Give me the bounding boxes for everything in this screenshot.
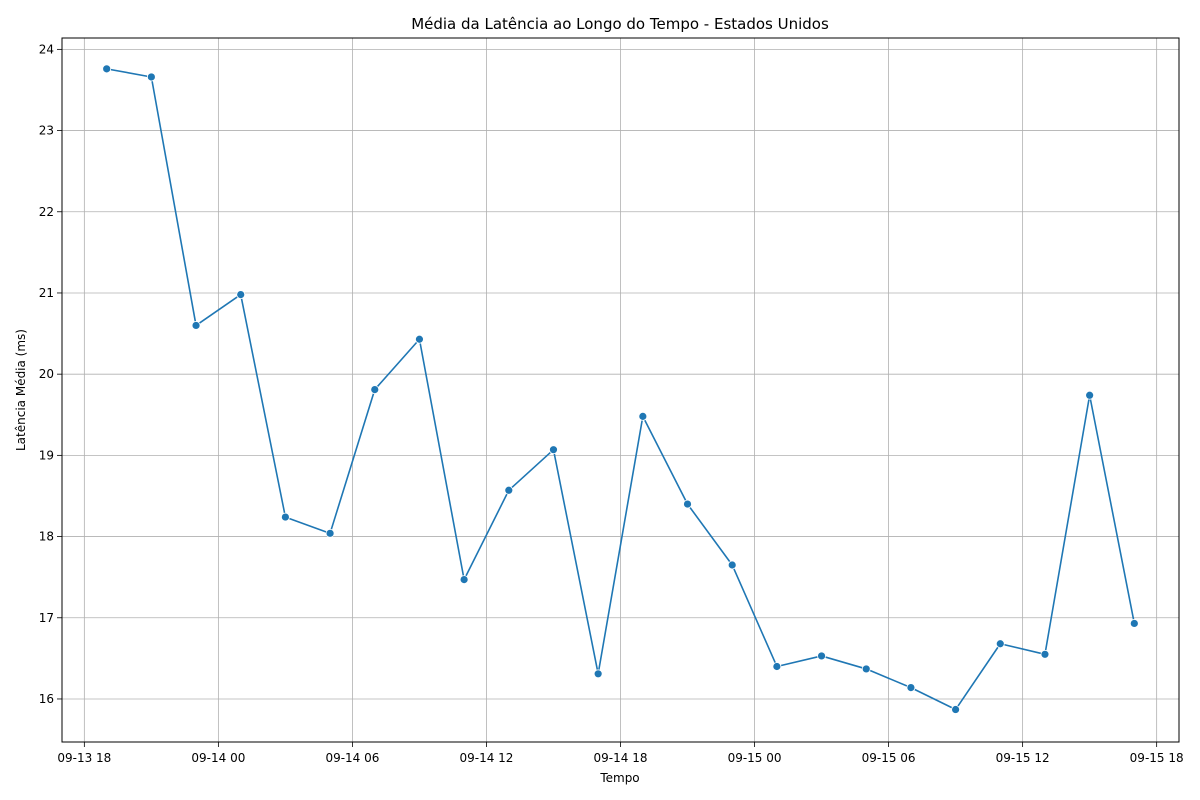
data-point xyxy=(1085,390,1095,400)
y-tick-label: 16 xyxy=(39,692,54,706)
chart-title: Média da Latência ao Longo do Tempo - Es… xyxy=(411,15,829,33)
series-group xyxy=(102,64,1139,714)
data-point xyxy=(593,669,603,679)
data-point xyxy=(1129,619,1139,628)
data-point xyxy=(772,662,782,671)
y-axis-ticks: 16 17 18 19 20 21 22 23 24 xyxy=(39,42,62,706)
y-tick-label: 17 xyxy=(39,611,54,625)
data-point xyxy=(459,575,469,585)
data-point xyxy=(102,64,112,74)
x-axis-label: Tempo xyxy=(599,771,639,785)
data-point xyxy=(146,72,156,82)
x-tick-label: 09-14 18 xyxy=(594,751,648,765)
x-tick-label: 09-14 06 xyxy=(325,751,379,765)
data-point xyxy=(549,445,558,455)
data-point xyxy=(370,385,380,394)
y-tick-label: 23 xyxy=(39,124,54,138)
y-tick-label: 22 xyxy=(39,205,54,219)
x-tick-label: 09-15 18 xyxy=(1130,751,1184,765)
data-point xyxy=(236,290,246,299)
data-point xyxy=(325,528,335,538)
data-point xyxy=(906,683,916,692)
y-tick-label: 19 xyxy=(39,448,54,462)
y-tick-label: 21 xyxy=(39,286,54,300)
data-point xyxy=(280,512,290,522)
data-point xyxy=(415,334,424,344)
x-tick-label: 09-13 18 xyxy=(57,751,111,765)
data-point xyxy=(1040,649,1050,659)
data-point xyxy=(638,411,648,421)
y-tick-label: 20 xyxy=(39,367,54,381)
data-point xyxy=(683,499,692,509)
x-tick-label: 09-14 12 xyxy=(459,751,513,765)
data-point xyxy=(727,560,737,570)
data-point xyxy=(817,651,826,661)
y-tick-label: 24 xyxy=(39,42,54,56)
x-axis-ticks: 09-13 18 09-14 00 09-14 06 09-14 12 09-14 18… xyxy=(57,742,1184,765)
x-tick-label: 09-15 00 xyxy=(728,751,782,765)
data-point xyxy=(861,664,871,674)
y-axis-label: Latência Média (ms) xyxy=(14,329,28,451)
x-tick-label: 09-14 00 xyxy=(191,751,245,765)
y-tick-label: 18 xyxy=(39,530,54,544)
data-point xyxy=(504,485,514,495)
data-point xyxy=(951,705,960,714)
data-point xyxy=(191,321,201,330)
grid-lines xyxy=(62,38,1179,742)
series-line xyxy=(106,68,1136,711)
x-tick-label: 09-15 12 xyxy=(996,751,1050,765)
data-point xyxy=(995,639,1005,649)
x-tick-label: 09-15 06 xyxy=(862,751,916,765)
